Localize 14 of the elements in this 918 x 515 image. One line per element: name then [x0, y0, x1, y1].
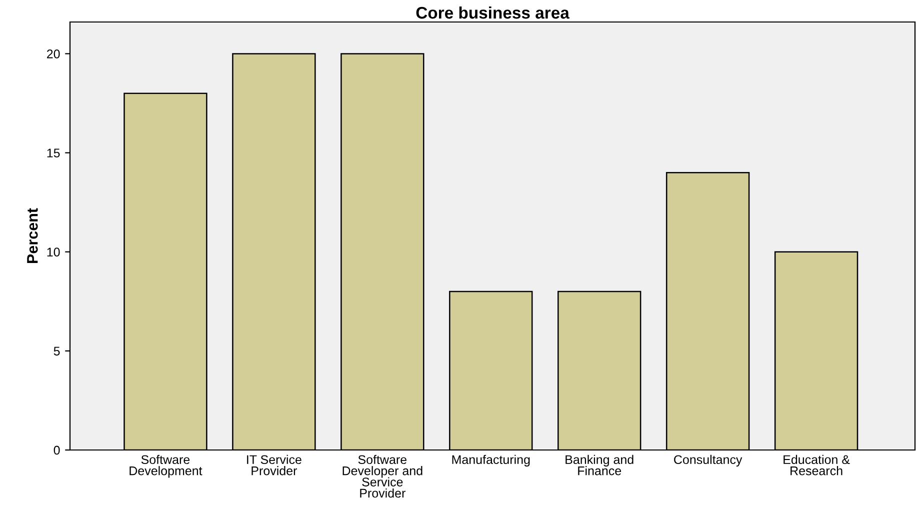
- x-tick-label: Software Developer and Service Provider: [342, 454, 422, 498]
- x-tick-label: Software Development: [130, 454, 202, 478]
- x-tick-label: Banking and Finance: [566, 454, 634, 476]
- x-tick-label: Education & Research: [784, 454, 850, 476]
- y-tick-label: 5: [54, 346, 60, 356]
- chart-title: Core business area: [416, 6, 570, 19]
- y-axis-title: Percent: [27, 208, 38, 263]
- y-tick-label: 0: [54, 446, 60, 455]
- x-tick-label: Consultancy: [674, 454, 742, 467]
- y-tick-label: 10: [47, 248, 60, 257]
- y-tick-label: 15: [47, 148, 60, 158]
- x-tick-label: Manufacturing: [452, 454, 530, 467]
- y-tick-label: 20: [47, 50, 60, 58]
- x-tick-label: IT Service Provider: [247, 454, 302, 476]
